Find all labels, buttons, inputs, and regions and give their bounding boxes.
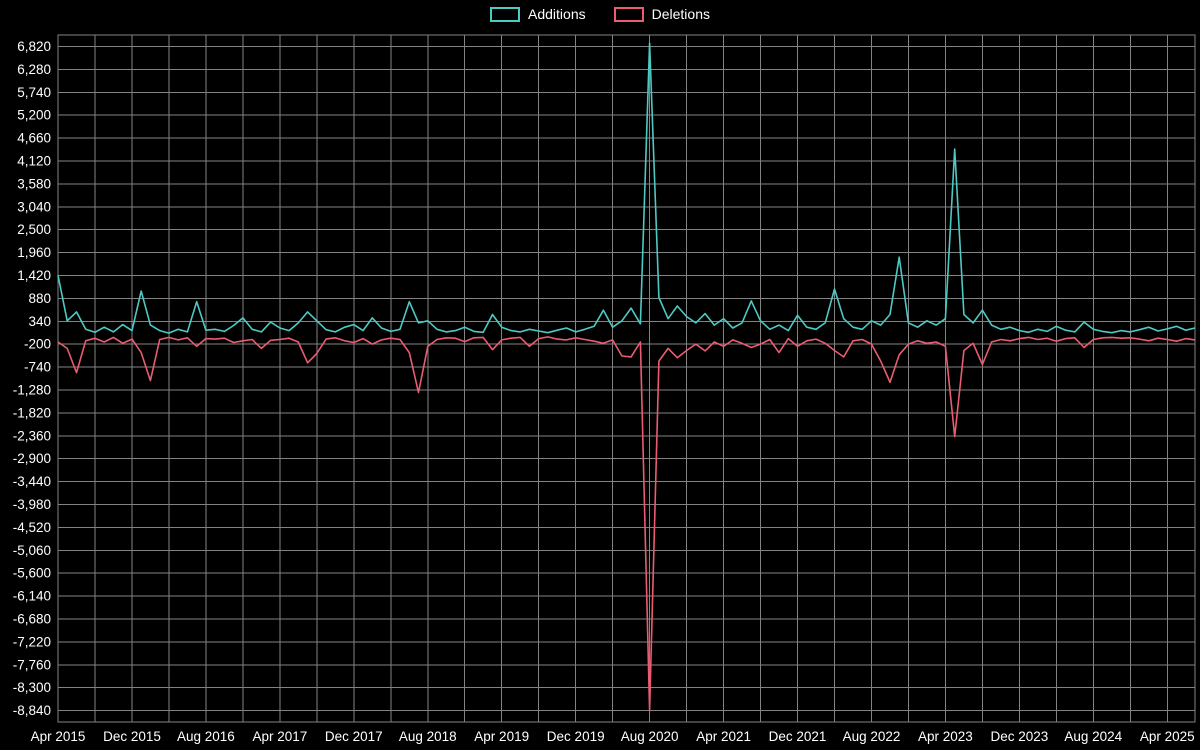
svg-text:6,280: 6,280 — [17, 62, 51, 77]
svg-text:Aug 2016: Aug 2016 — [177, 729, 235, 744]
svg-text:Apr 2015: Apr 2015 — [31, 729, 86, 744]
svg-text:Aug 2024: Aug 2024 — [1064, 729, 1122, 744]
svg-text:-7,220: -7,220 — [13, 634, 51, 649]
svg-text:-200: -200 — [24, 337, 51, 352]
legend-item-deletions[interactable]: Deletions — [613, 6, 710, 22]
svg-text:Dec 2019: Dec 2019 — [547, 729, 605, 744]
svg-text:-1,280: -1,280 — [13, 382, 51, 397]
svg-text:Aug 2022: Aug 2022 — [843, 729, 901, 744]
svg-text:1,960: 1,960 — [17, 245, 51, 260]
grid-lines — [57, 34, 1196, 723]
svg-text:Apr 2021: Apr 2021 — [696, 729, 751, 744]
svg-text:-2,360: -2,360 — [13, 428, 51, 443]
svg-text:-5,060: -5,060 — [13, 543, 51, 558]
svg-text:Apr 2025: Apr 2025 — [1140, 729, 1195, 744]
svg-text:-6,140: -6,140 — [13, 589, 51, 604]
svg-text:2,500: 2,500 — [17, 222, 51, 237]
svg-text:Dec 2023: Dec 2023 — [991, 729, 1049, 744]
deletions-line — [57, 336, 1196, 712]
svg-text:5,740: 5,740 — [17, 85, 51, 100]
svg-text:-7,760: -7,760 — [13, 657, 51, 672]
svg-text:-740: -740 — [24, 360, 51, 375]
svg-text:Apr 2023: Apr 2023 — [918, 729, 973, 744]
svg-text:3,580: 3,580 — [17, 176, 51, 191]
svg-text:880: 880 — [28, 291, 51, 306]
svg-text:3,040: 3,040 — [17, 199, 51, 214]
legend-label-deletions: Deletions — [651, 6, 710, 22]
deletions-swatch — [613, 7, 644, 22]
svg-text:-1,820: -1,820 — [13, 405, 51, 420]
svg-text:-2,900: -2,900 — [13, 451, 51, 466]
additions-line — [57, 42, 1196, 334]
svg-text:4,660: 4,660 — [17, 131, 51, 146]
chart-legend: Additions Deletions — [0, 7, 1200, 22]
legend-item-additions[interactable]: Additions — [490, 7, 586, 22]
svg-text:Apr 2019: Apr 2019 — [474, 729, 529, 744]
svg-text:-3,440: -3,440 — [13, 474, 51, 489]
svg-text:Dec 2015: Dec 2015 — [103, 729, 161, 744]
svg-text:-4,520: -4,520 — [13, 520, 51, 535]
svg-text:4,120: 4,120 — [17, 153, 51, 168]
y-axis-tick-labels: 6,820 6,280 5,740 5,200 4,660 4,120 3,580 3,040… — [13, 39, 51, 718]
svg-text:Dec 2021: Dec 2021 — [769, 729, 827, 744]
svg-text:-8,840: -8,840 — [13, 703, 51, 718]
svg-text:Apr 2017: Apr 2017 — [253, 729, 308, 744]
svg-text:5,200: 5,200 — [17, 108, 51, 123]
svg-text:Aug 2020: Aug 2020 — [621, 729, 679, 744]
svg-text:-5,600: -5,600 — [13, 566, 51, 581]
svg-text:-8,300: -8,300 — [13, 680, 51, 695]
svg-text:Aug 2018: Aug 2018 — [399, 729, 457, 744]
svg-text:6,820: 6,820 — [17, 39, 51, 54]
svg-text:340: 340 — [28, 314, 51, 329]
svg-text:Dec 2017: Dec 2017 — [325, 729, 383, 744]
legend-label-additions: Additions — [528, 6, 586, 22]
additions-swatch — [490, 7, 521, 22]
svg-text:-6,680: -6,680 — [13, 612, 51, 627]
svg-text:1,420: 1,420 — [17, 268, 51, 283]
x-axis-tick-labels: Apr 2015 Dec 2015 Aug 2016 Apr 2017 Dec 2017… — [31, 729, 1195, 744]
svg-text:-3,980: -3,980 — [13, 497, 51, 512]
